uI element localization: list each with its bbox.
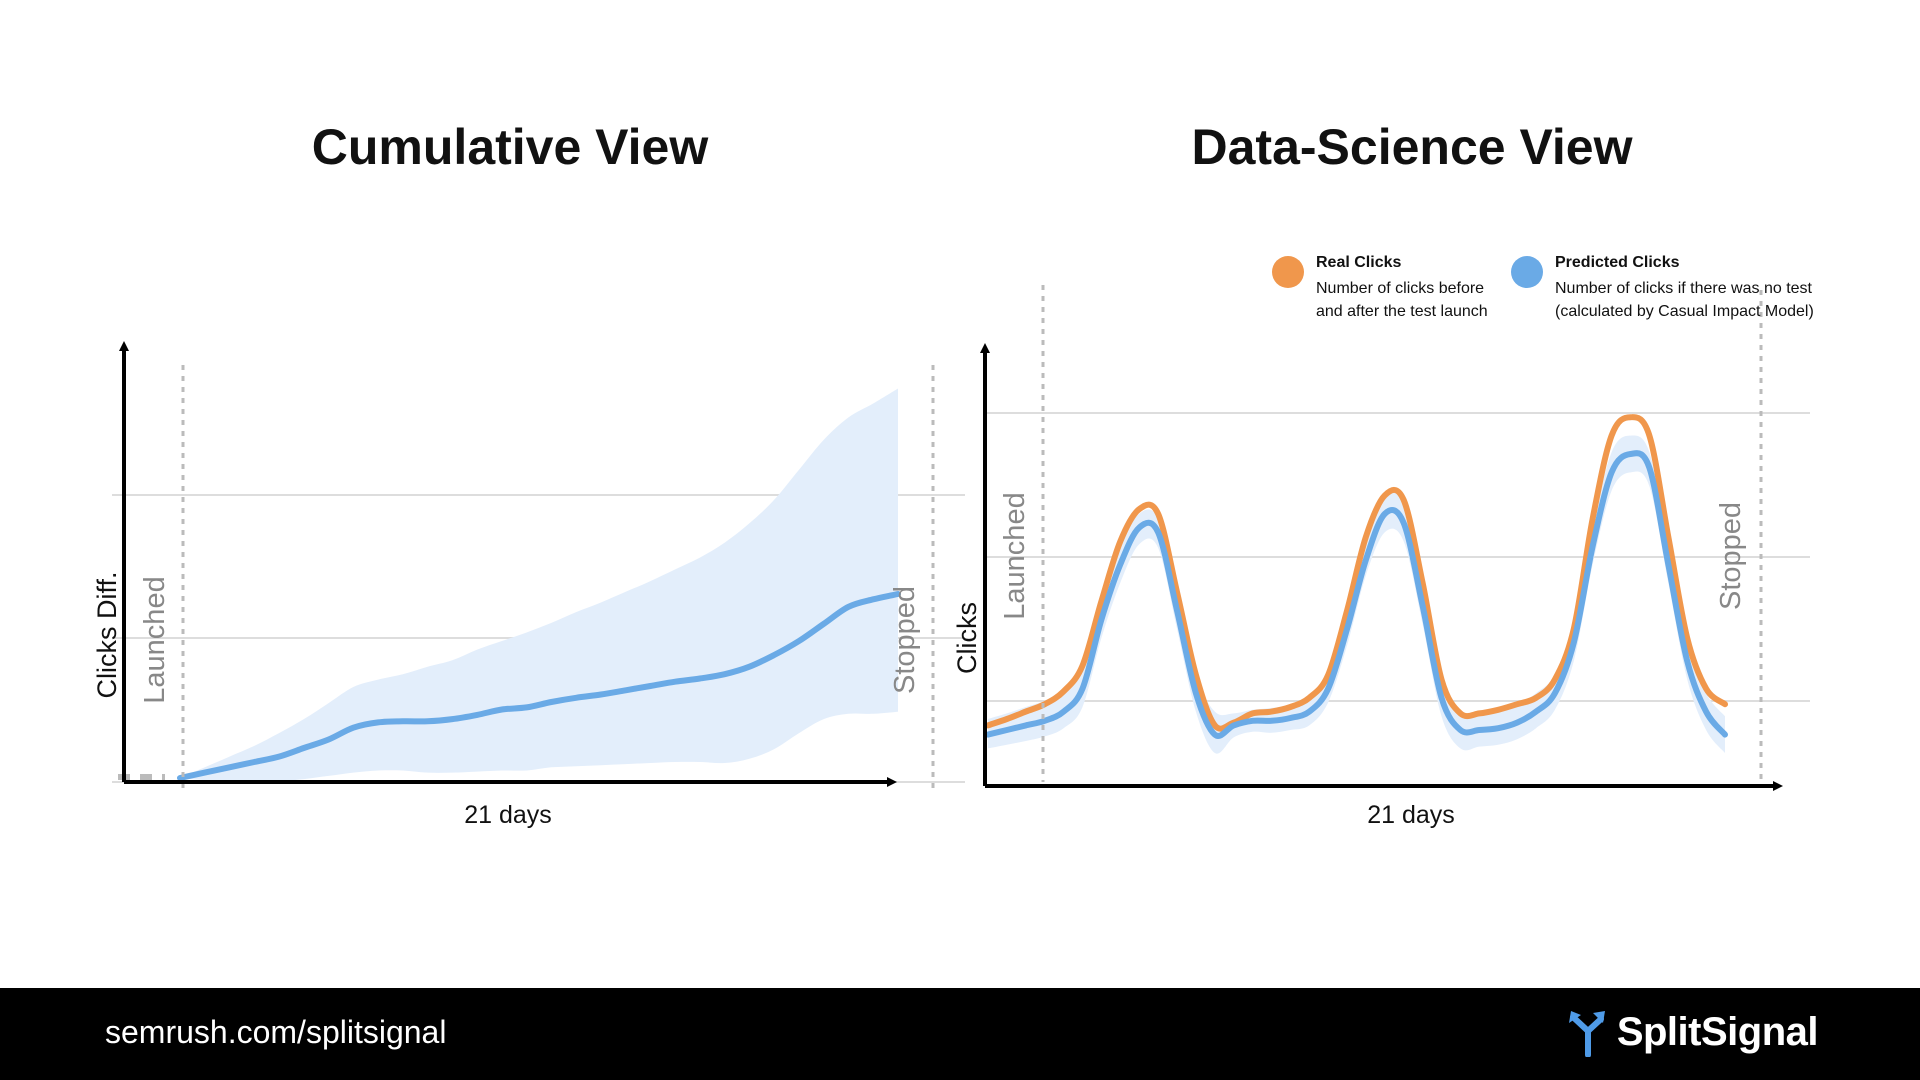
legend-predicted-clicks-title: Predicted Clicks xyxy=(1555,254,1680,271)
brand-logo: SplitSignal xyxy=(1567,1006,1819,1058)
brand-name: SplitSignal xyxy=(1616,1009,1819,1054)
predicted-clicks-line xyxy=(985,450,1728,739)
footer-bar: semrush.com/splitsignal SplitSignal xyxy=(0,988,1920,1080)
legend-blue-dot-icon xyxy=(1511,256,1543,288)
legend-real-clicks-title: Real Clicks xyxy=(1316,254,1402,271)
data-science-launched-label: Launched xyxy=(999,492,1031,619)
cumulative-stopped-label: Stopped xyxy=(889,586,921,694)
cumulative-x-axis-label: 21 days xyxy=(464,801,552,829)
legend-orange-dot-icon xyxy=(1272,256,1304,288)
data-science-y-axis-label: Clicks xyxy=(952,602,982,674)
cumulative-chart: Clicks Diff. Launched Stopped 21 days xyxy=(92,341,965,829)
data-science-view-title: Data-Science View xyxy=(1191,119,1633,175)
cumulative-launched-label: Launched xyxy=(139,576,171,703)
cumulative-clicks-diff-line xyxy=(177,591,901,781)
data-science-x-axis-label: 21 days xyxy=(1367,801,1455,829)
data-science-chart: Clicks Launched Stopped 21 days xyxy=(952,285,1810,829)
data-science-stopped-label: Stopped xyxy=(1715,502,1747,610)
real-clicks-line xyxy=(985,414,1728,732)
cumulative-y-axis-label: Clicks Diff. xyxy=(92,571,122,698)
footer-url-link[interactable]: semrush.com/splitsignal xyxy=(105,1014,447,1050)
cumulative-view-title: Cumulative View xyxy=(311,119,709,175)
legend-predicted-clicks-description: Number of clicks if there was no test (c… xyxy=(1555,280,1814,320)
cumulative-confidence-band xyxy=(180,388,898,782)
splitsignal-logo-icon xyxy=(1568,1011,1605,1057)
legend-real-clicks-description: Number of clicks before and after the te… xyxy=(1316,280,1488,320)
charts-canvas: Clicks Diff. Launched Stopped 21 days Cl… xyxy=(92,285,1810,829)
